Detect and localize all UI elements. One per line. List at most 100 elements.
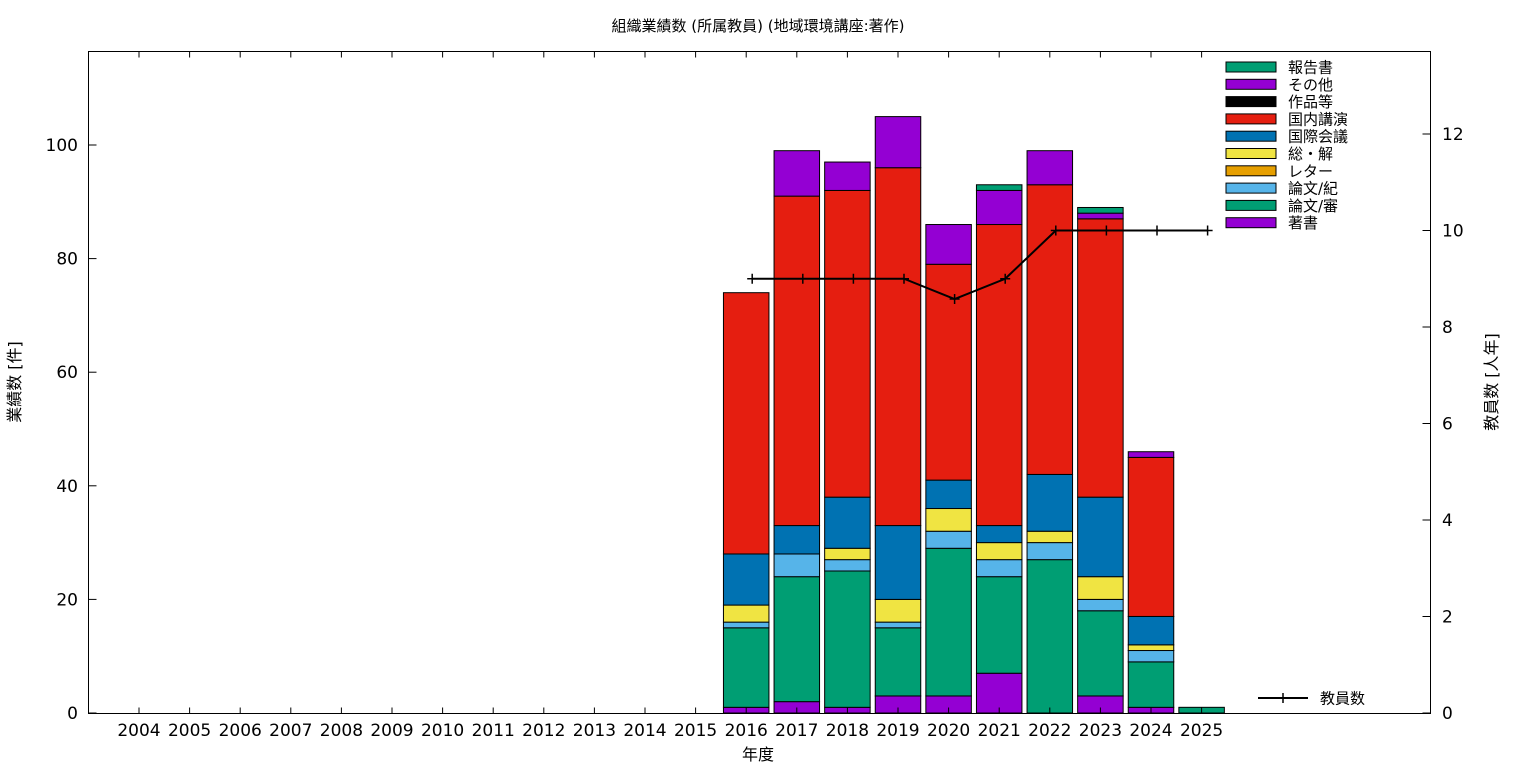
x-tick-label: 2008 — [320, 721, 363, 741]
bar-segment — [1077, 496, 1124, 578]
x-tick-label: 2018 — [826, 721, 869, 741]
legend-label: レター — [1288, 162, 1333, 180]
bar-segment — [874, 621, 922, 629]
y2-tick-label: 6 — [1442, 415, 1453, 435]
bar-segment — [975, 189, 1023, 226]
ticks-layer: 2004 2005 2006 2007 2008 2009 2010 2011 2012 2013… — [46, 51, 1464, 741]
x-tick-label: 2009 — [370, 721, 413, 741]
y2-tick-label: 2 — [1442, 608, 1453, 628]
bar-segment — [722, 292, 770, 555]
y2-tick-label: 12 — [1442, 125, 1464, 145]
bar-segment — [824, 189, 871, 498]
bar-segment — [1077, 218, 1124, 498]
x-tick-label: 2015 — [674, 721, 717, 741]
bar-segment — [874, 525, 922, 600]
bar-segment — [824, 161, 871, 191]
y-tick-label: 0 — [67, 704, 78, 724]
y-tick-label: 80 — [56, 250, 78, 270]
bar-segment — [1077, 610, 1124, 697]
bar-segment — [874, 598, 922, 623]
bar-segment — [1026, 150, 1074, 186]
y2-tick-label: 8 — [1442, 318, 1453, 338]
x-tick-label: 2004 — [117, 721, 160, 741]
legend-swatch — [1225, 61, 1277, 73]
bar-segment — [1026, 184, 1074, 475]
x-tick-label: 2016 — [725, 721, 768, 741]
legend-swatch — [1225, 96, 1277, 108]
bar-segment — [1127, 456, 1175, 617]
chart-title: 組織業績数 (所属教員) (地域環境講座:著作) — [612, 17, 905, 35]
bar-segment — [722, 553, 770, 606]
bar-segment — [975, 525, 1023, 544]
legend-swatch — [1225, 130, 1277, 142]
bar-segment — [1127, 615, 1175, 646]
bar-segment — [1127, 661, 1175, 708]
bar-segment — [1026, 559, 1074, 714]
y2-tick-label: 0 — [1442, 704, 1453, 724]
bar-segment — [1127, 650, 1175, 663]
x-tick-label: 2014 — [623, 721, 666, 741]
bar-segment — [975, 542, 1023, 561]
legend-swatch — [1225, 148, 1277, 159]
bar-segment — [925, 224, 972, 265]
legend-label: 報告書 — [1288, 59, 1333, 77]
bar-segment — [1127, 451, 1175, 458]
x-axis-label: 年度 — [742, 745, 774, 764]
bar-segment — [975, 224, 1023, 527]
x-tick-label: 2019 — [876, 721, 919, 741]
bar-segment — [773, 553, 821, 578]
bar-segment — [1026, 473, 1074, 532]
legend-label: 著書 — [1288, 214, 1318, 232]
bar-segment — [1077, 212, 1124, 220]
x-tick-label: 2012 — [522, 721, 565, 741]
x-tick-label: 2006 — [219, 721, 262, 741]
legend-swatch — [1225, 182, 1277, 194]
legend-label: 作品等 — [1288, 93, 1333, 111]
bar-segment — [722, 621, 770, 629]
bar-segment — [975, 559, 1023, 578]
legend-swatch — [1225, 217, 1277, 229]
bar-segment — [722, 604, 770, 623]
bar-segment — [773, 576, 821, 703]
legend-label: 総・解 — [1288, 145, 1333, 163]
x-tick-label: 2020 — [927, 721, 970, 741]
y2-axis-label: 教員数 [人年] — [1482, 333, 1501, 431]
bars-layer — [722, 116, 1225, 714]
legend-swatch — [1225, 199, 1277, 211]
y2-tick-label: 10 — [1442, 222, 1464, 242]
bar-segment — [925, 547, 972, 697]
x-tick-label: 2021 — [978, 721, 1021, 741]
bar-segment — [925, 530, 972, 549]
bar-segment — [1026, 542, 1074, 561]
legend-label: 論文/紀 — [1288, 180, 1338, 198]
bar-segment — [1127, 644, 1175, 652]
legend-label: その他 — [1288, 76, 1333, 94]
legend-swatch — [1225, 113, 1277, 125]
bar-segment — [773, 150, 821, 197]
legend-swatch — [1225, 78, 1277, 90]
faculty-line — [752, 229, 1208, 301]
bar-segment — [824, 570, 871, 708]
bar-segment — [874, 167, 922, 527]
y-tick-label: 60 — [56, 363, 78, 383]
x-tick-label: 2005 — [168, 721, 211, 741]
bar-segment — [722, 627, 770, 708]
bar-segment — [1026, 530, 1074, 544]
x-tick-label: 2024 — [1129, 721, 1172, 741]
bar-segment — [824, 559, 871, 572]
legend-label-faculty: 教員数 — [1320, 690, 1365, 708]
bar-segment — [1077, 206, 1124, 214]
x-tick-label: 2010 — [421, 721, 464, 741]
legend-label: 国際会議 — [1288, 128, 1348, 146]
bar-segment — [824, 547, 871, 561]
x-tick-label: 2022 — [1028, 721, 1071, 741]
bar-segment — [975, 672, 1023, 714]
legend-label: 論文/審 — [1288, 197, 1338, 215]
bar-segment — [975, 576, 1023, 674]
line-layer — [747, 225, 1213, 305]
x-tick-label: 2025 — [1180, 721, 1223, 741]
bar-segment — [975, 184, 1023, 191]
legend-swatch — [1225, 165, 1277, 177]
bar-segment — [824, 496, 871, 549]
